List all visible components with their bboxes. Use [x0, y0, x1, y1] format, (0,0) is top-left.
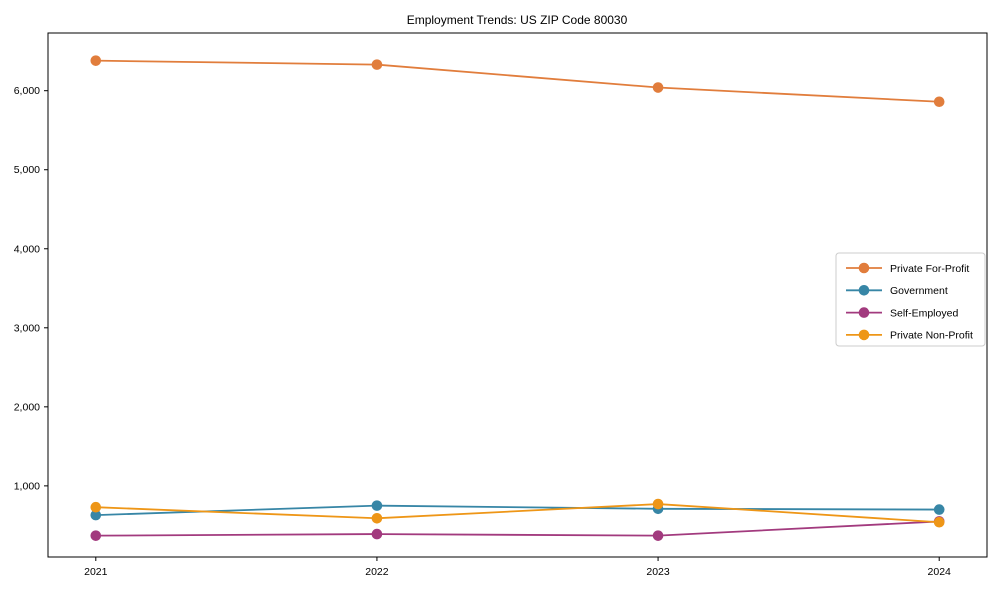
data-point-private-non-profit — [90, 501, 102, 513]
data-point-self-employed — [652, 530, 664, 541]
data-point-government — [933, 504, 945, 515]
axes-frame — [47, 32, 988, 558]
data-point-government — [90, 509, 102, 521]
data-point-private-for-profit — [652, 82, 664, 93]
series-line-self-employed — [95, 520, 940, 537]
data-point-private-non-profit — [371, 512, 383, 524]
data-point-government — [371, 500, 383, 511]
legend-swatch-marker-private-for-profit — [858, 262, 870, 274]
data-point-self-employed — [90, 530, 102, 541]
y-axis-tick-label: 5,000 — [14, 164, 40, 176]
x-axis-tick-label: 2024 — [928, 566, 952, 578]
series-line-private-non-profit — [95, 503, 940, 524]
legend-swatch-marker-government — [858, 285, 870, 296]
x-axis-tick-label: 2021 — [84, 566, 108, 578]
data-point-private-for-profit — [90, 55, 102, 66]
legend-swatch-marker-private-non-profit — [858, 329, 870, 341]
legend-label-private-for-profit: Private For-Profit — [890, 263, 969, 275]
y-axis-tick-label: 1,000 — [14, 480, 40, 492]
data-point-private-non-profit — [652, 498, 664, 510]
x-axis-tick-label: 2023 — [646, 566, 670, 578]
legend-box — [835, 252, 986, 347]
y-axis-tick-label: 4,000 — [14, 243, 40, 255]
y-axis-tick-label: 6,000 — [14, 85, 40, 97]
data-point-private-for-profit — [933, 96, 945, 108]
x-axis-tick-label: 2022 — [365, 566, 389, 578]
chart-title: Employment Trends: US ZIP Code 80030 — [407, 13, 628, 27]
legend-label-private-non-profit: Private Non-Profit — [890, 330, 973, 342]
y-axis-tick-label: 3,000 — [14, 322, 40, 334]
data-point-self-employed — [371, 528, 383, 540]
data-point-private-for-profit — [371, 59, 383, 70]
legend-label-government: Government — [890, 285, 948, 297]
y-axis-tick-label: 2,000 — [14, 401, 40, 413]
plot-area: 1,000 2,000 3,000 4,000 5,000 6,000 2021 2022 20… — [14, 32, 988, 578]
data-point-private-non-profit — [933, 516, 945, 528]
series-line-government — [95, 504, 940, 517]
legend-label-self-employed: Self-Employed — [890, 307, 958, 319]
series-line-private-for-profit — [95, 59, 940, 103]
legend-swatch-marker-self-employed — [858, 307, 870, 318]
